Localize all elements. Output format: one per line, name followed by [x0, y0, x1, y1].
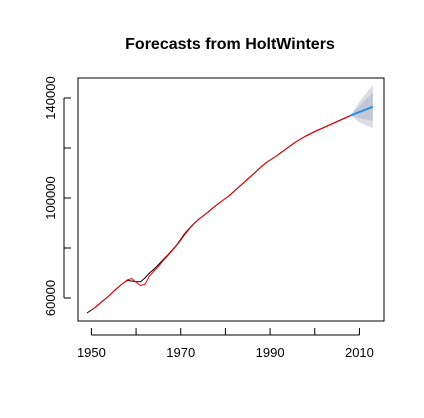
x-tick-label: 1990: [256, 345, 285, 360]
plot-frame: [77, 77, 385, 322]
x-axis: 1950 1970 1990 2010: [77, 328, 374, 360]
y-tick-label: 60000: [43, 280, 58, 316]
forecast-line: [350, 105, 374, 117]
x-tick-label: 1970: [166, 345, 195, 360]
x-tick-label: 1950: [77, 345, 106, 360]
forecast-band-80: [350, 93, 373, 121]
y-axis: 60000 100000 140000: [43, 76, 71, 316]
y-tick-label: 140000: [43, 76, 58, 119]
interval-bands: [350, 85, 373, 129]
series-lines: [86, 105, 374, 314]
chart-title: Forecasts from HoltWinters: [125, 36, 335, 53]
x-tick-label: 2010: [345, 345, 374, 360]
y-tick-label: 100000: [43, 176, 58, 219]
fitted-line: [91, 115, 351, 311]
observed-line: [86, 115, 351, 314]
